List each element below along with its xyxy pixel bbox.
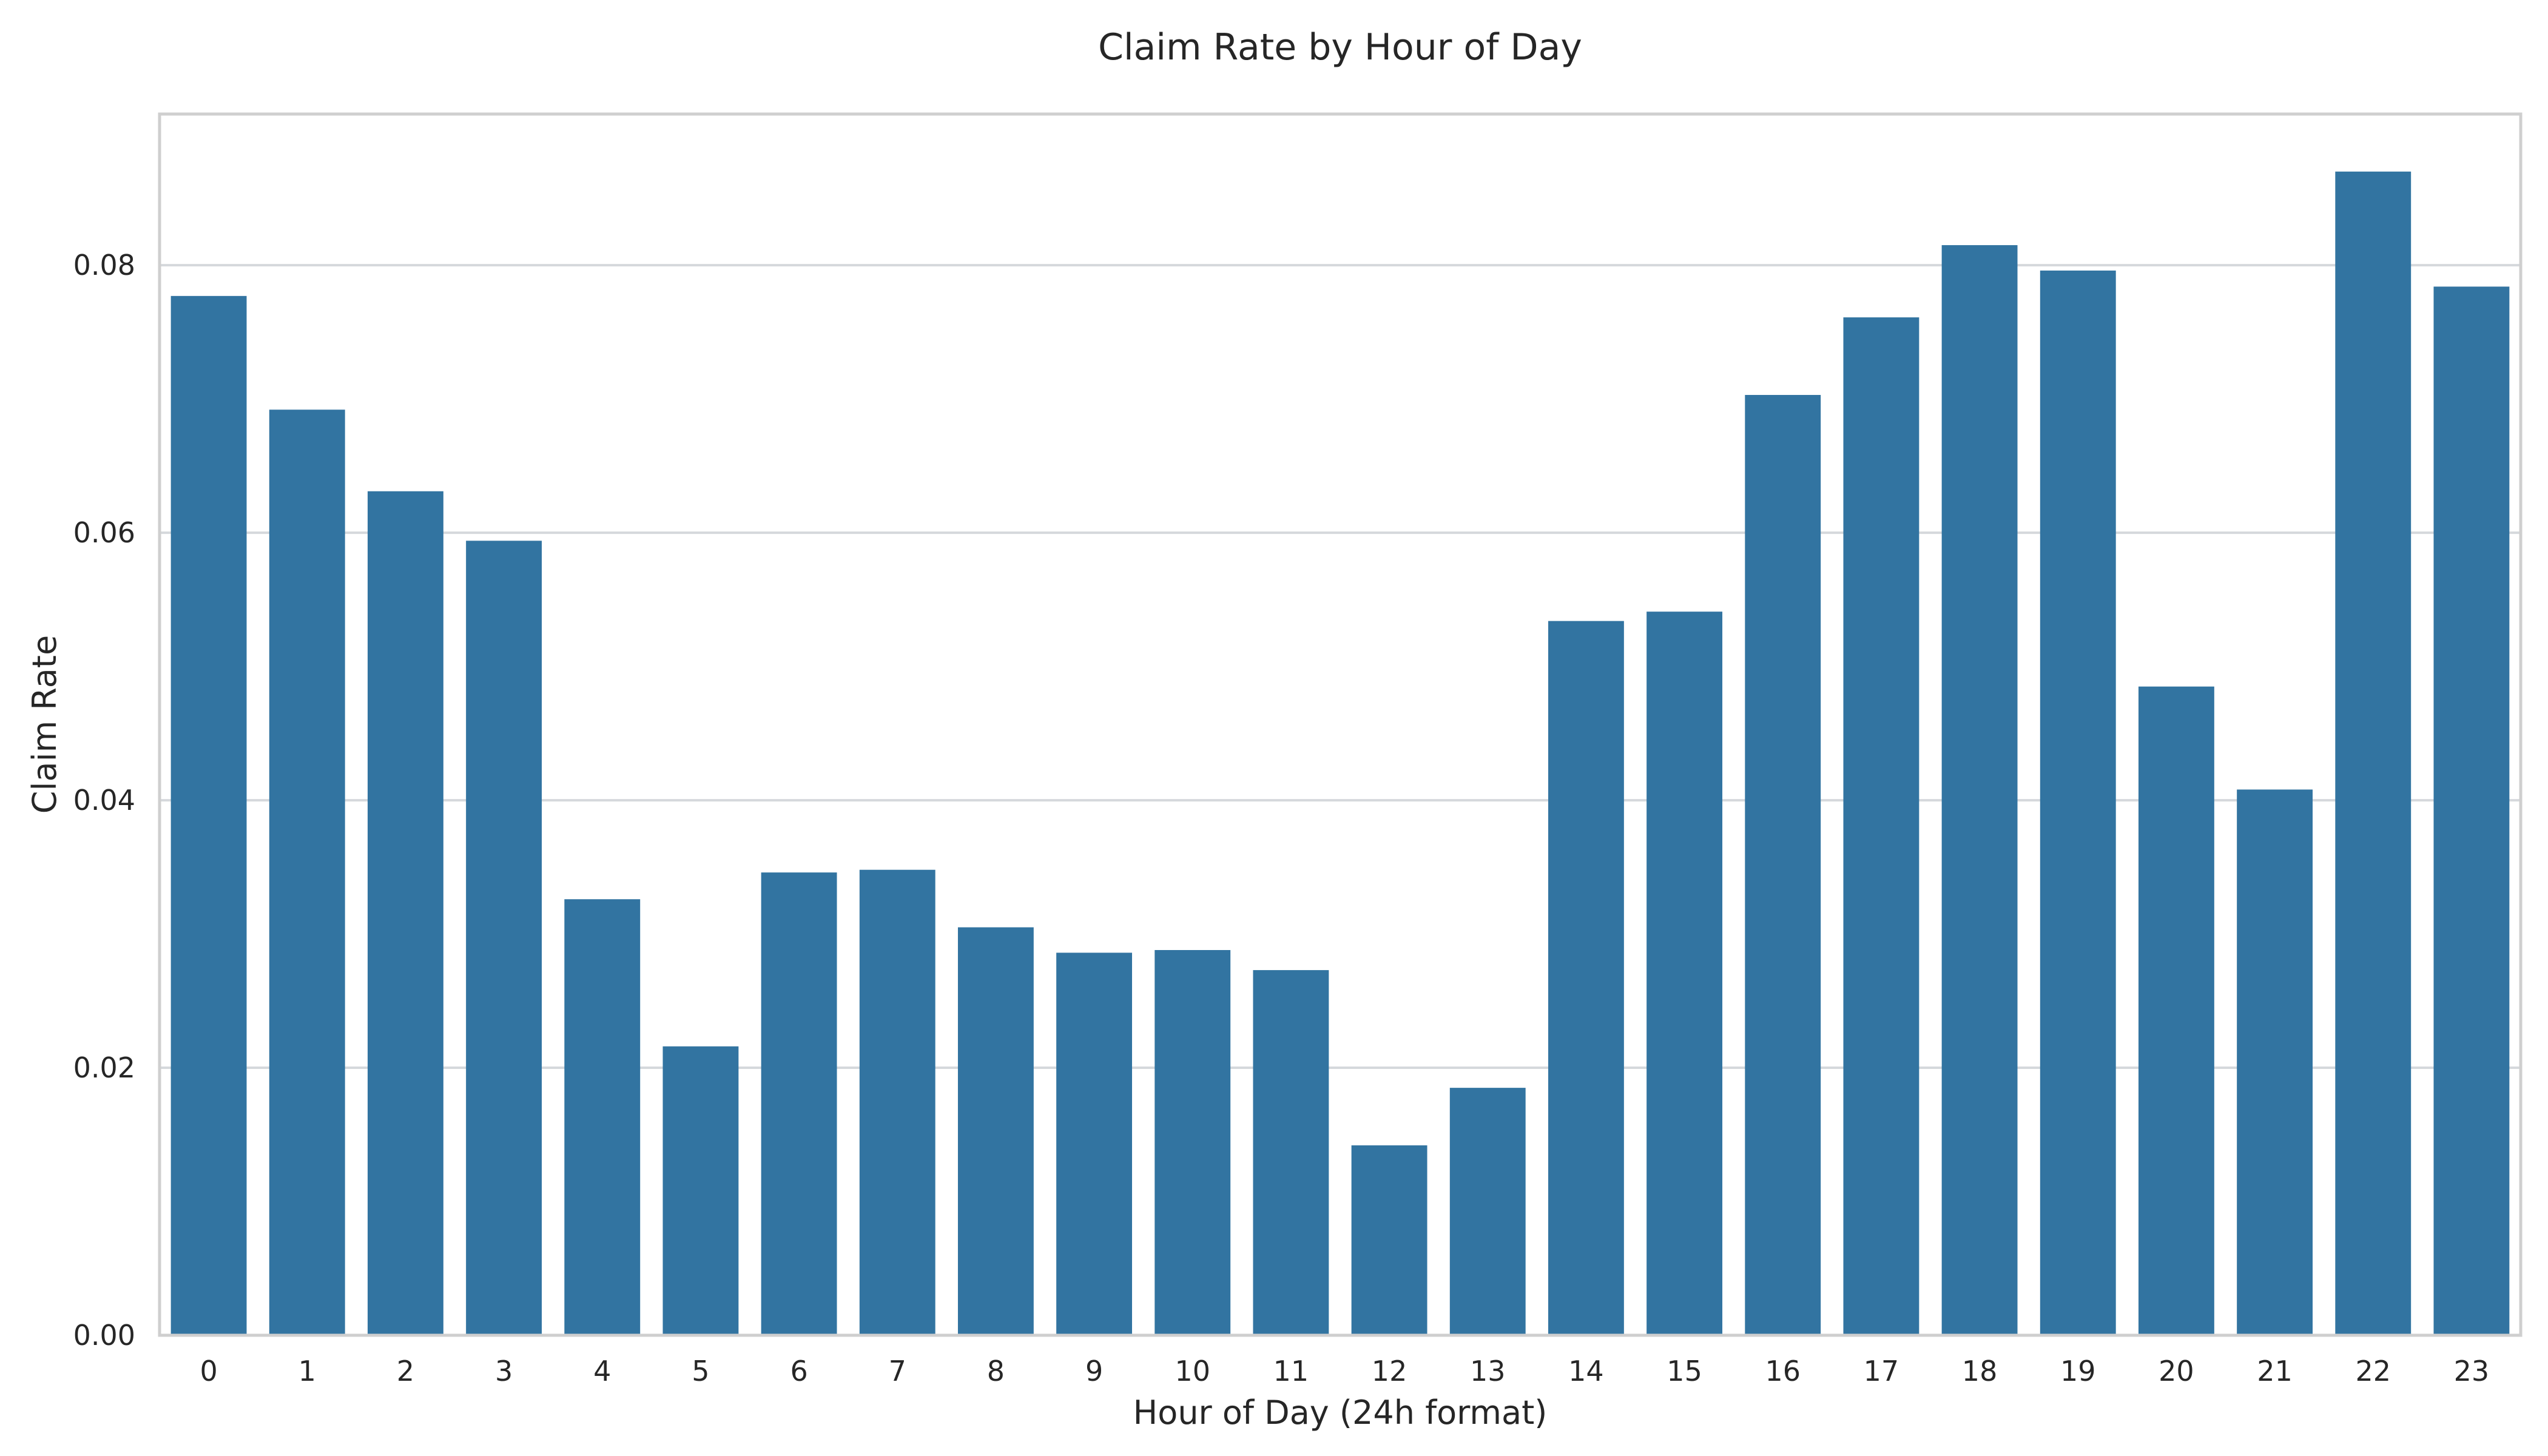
- bar-hour-19: [2040, 270, 2116, 1335]
- x-tick-label: 14: [1568, 1355, 1604, 1387]
- y-tick-label: 0.00: [73, 1319, 135, 1352]
- x-tick-label: 4: [593, 1355, 611, 1387]
- y-tick-labels: 0.00 0.02 0.04 0.06 0.08: [73, 249, 135, 1352]
- x-tick-labels: 0 1 2 3 4 5 6 7 8 9 10 11 12 13 14 15 16 17 18 19 20 21 22 23: [200, 1355, 2489, 1387]
- x-tick-label: 20: [2159, 1355, 2194, 1387]
- bar-hour-7: [859, 869, 935, 1335]
- x-tick-label: 7: [889, 1355, 906, 1387]
- x-tick-label: 5: [692, 1355, 709, 1387]
- bar-hour-10: [1154, 950, 1231, 1335]
- grid-lines: [160, 264, 2521, 1070]
- bar-hour-15: [1646, 612, 1723, 1335]
- bar-hour-23: [2433, 286, 2510, 1336]
- bar-hour-18: [1941, 245, 2018, 1336]
- x-tick-label: 2: [397, 1355, 414, 1387]
- bar-hour-16: [1745, 395, 1821, 1336]
- bar-hour-20: [2138, 686, 2214, 1335]
- chart-title: Claim Rate by Hour of Day: [1098, 26, 1582, 69]
- bar-hour-2: [367, 491, 443, 1335]
- x-tick-label: 18: [1962, 1355, 1998, 1387]
- bars: [170, 171, 2510, 1336]
- y-axis-label: Claim Rate: [25, 635, 64, 814]
- x-tick-label: 23: [2454, 1355, 2490, 1387]
- bar-hour-0: [170, 295, 247, 1335]
- x-tick-label: 12: [1372, 1355, 1407, 1387]
- x-tick-label: 3: [495, 1355, 513, 1387]
- x-tick-label: 21: [2257, 1355, 2293, 1387]
- bar-hour-9: [1056, 952, 1133, 1335]
- bar-hour-1: [269, 410, 345, 1335]
- bar-hour-14: [1548, 621, 1624, 1336]
- bar-hour-4: [564, 899, 641, 1335]
- bar-hour-5: [662, 1046, 739, 1335]
- bar-hour-8: [957, 927, 1034, 1335]
- bar-hour-6: [761, 872, 837, 1335]
- y-tick-label: 0.08: [73, 249, 135, 281]
- x-tick-label: 10: [1175, 1355, 1210, 1387]
- x-tick-label: 8: [987, 1355, 1005, 1387]
- x-tick-label: 11: [1273, 1355, 1309, 1387]
- bar-hour-21: [2237, 789, 2313, 1335]
- bar-hour-22: [2335, 171, 2412, 1335]
- y-tick-label: 0.06: [73, 516, 135, 549]
- x-axis-label: Hour of Day (24h format): [1133, 1394, 1548, 1432]
- x-tick-label: 16: [1765, 1355, 1801, 1387]
- x-tick-label: 0: [200, 1355, 217, 1387]
- bar-hour-3: [466, 541, 542, 1335]
- bar-hour-12: [1351, 1145, 1427, 1335]
- bar-hour-13: [1449, 1088, 1526, 1335]
- axes-frame: [158, 112, 2523, 1337]
- y-tick-label: 0.04: [73, 784, 135, 817]
- x-tick-label: 13: [1470, 1355, 1506, 1387]
- bar-hour-17: [1843, 317, 1919, 1335]
- x-tick-label: 6: [790, 1355, 807, 1387]
- x-tick-label: 17: [1864, 1355, 1899, 1387]
- x-tick-label: 22: [2355, 1355, 2391, 1387]
- x-tick-label: 15: [1667, 1355, 1702, 1387]
- x-tick-label: 19: [2060, 1355, 2096, 1387]
- x-tick-label: 1: [298, 1355, 316, 1387]
- y-tick-label: 0.02: [73, 1051, 135, 1084]
- x-tick-label: 9: [1085, 1355, 1103, 1387]
- bar-hour-11: [1253, 970, 1329, 1335]
